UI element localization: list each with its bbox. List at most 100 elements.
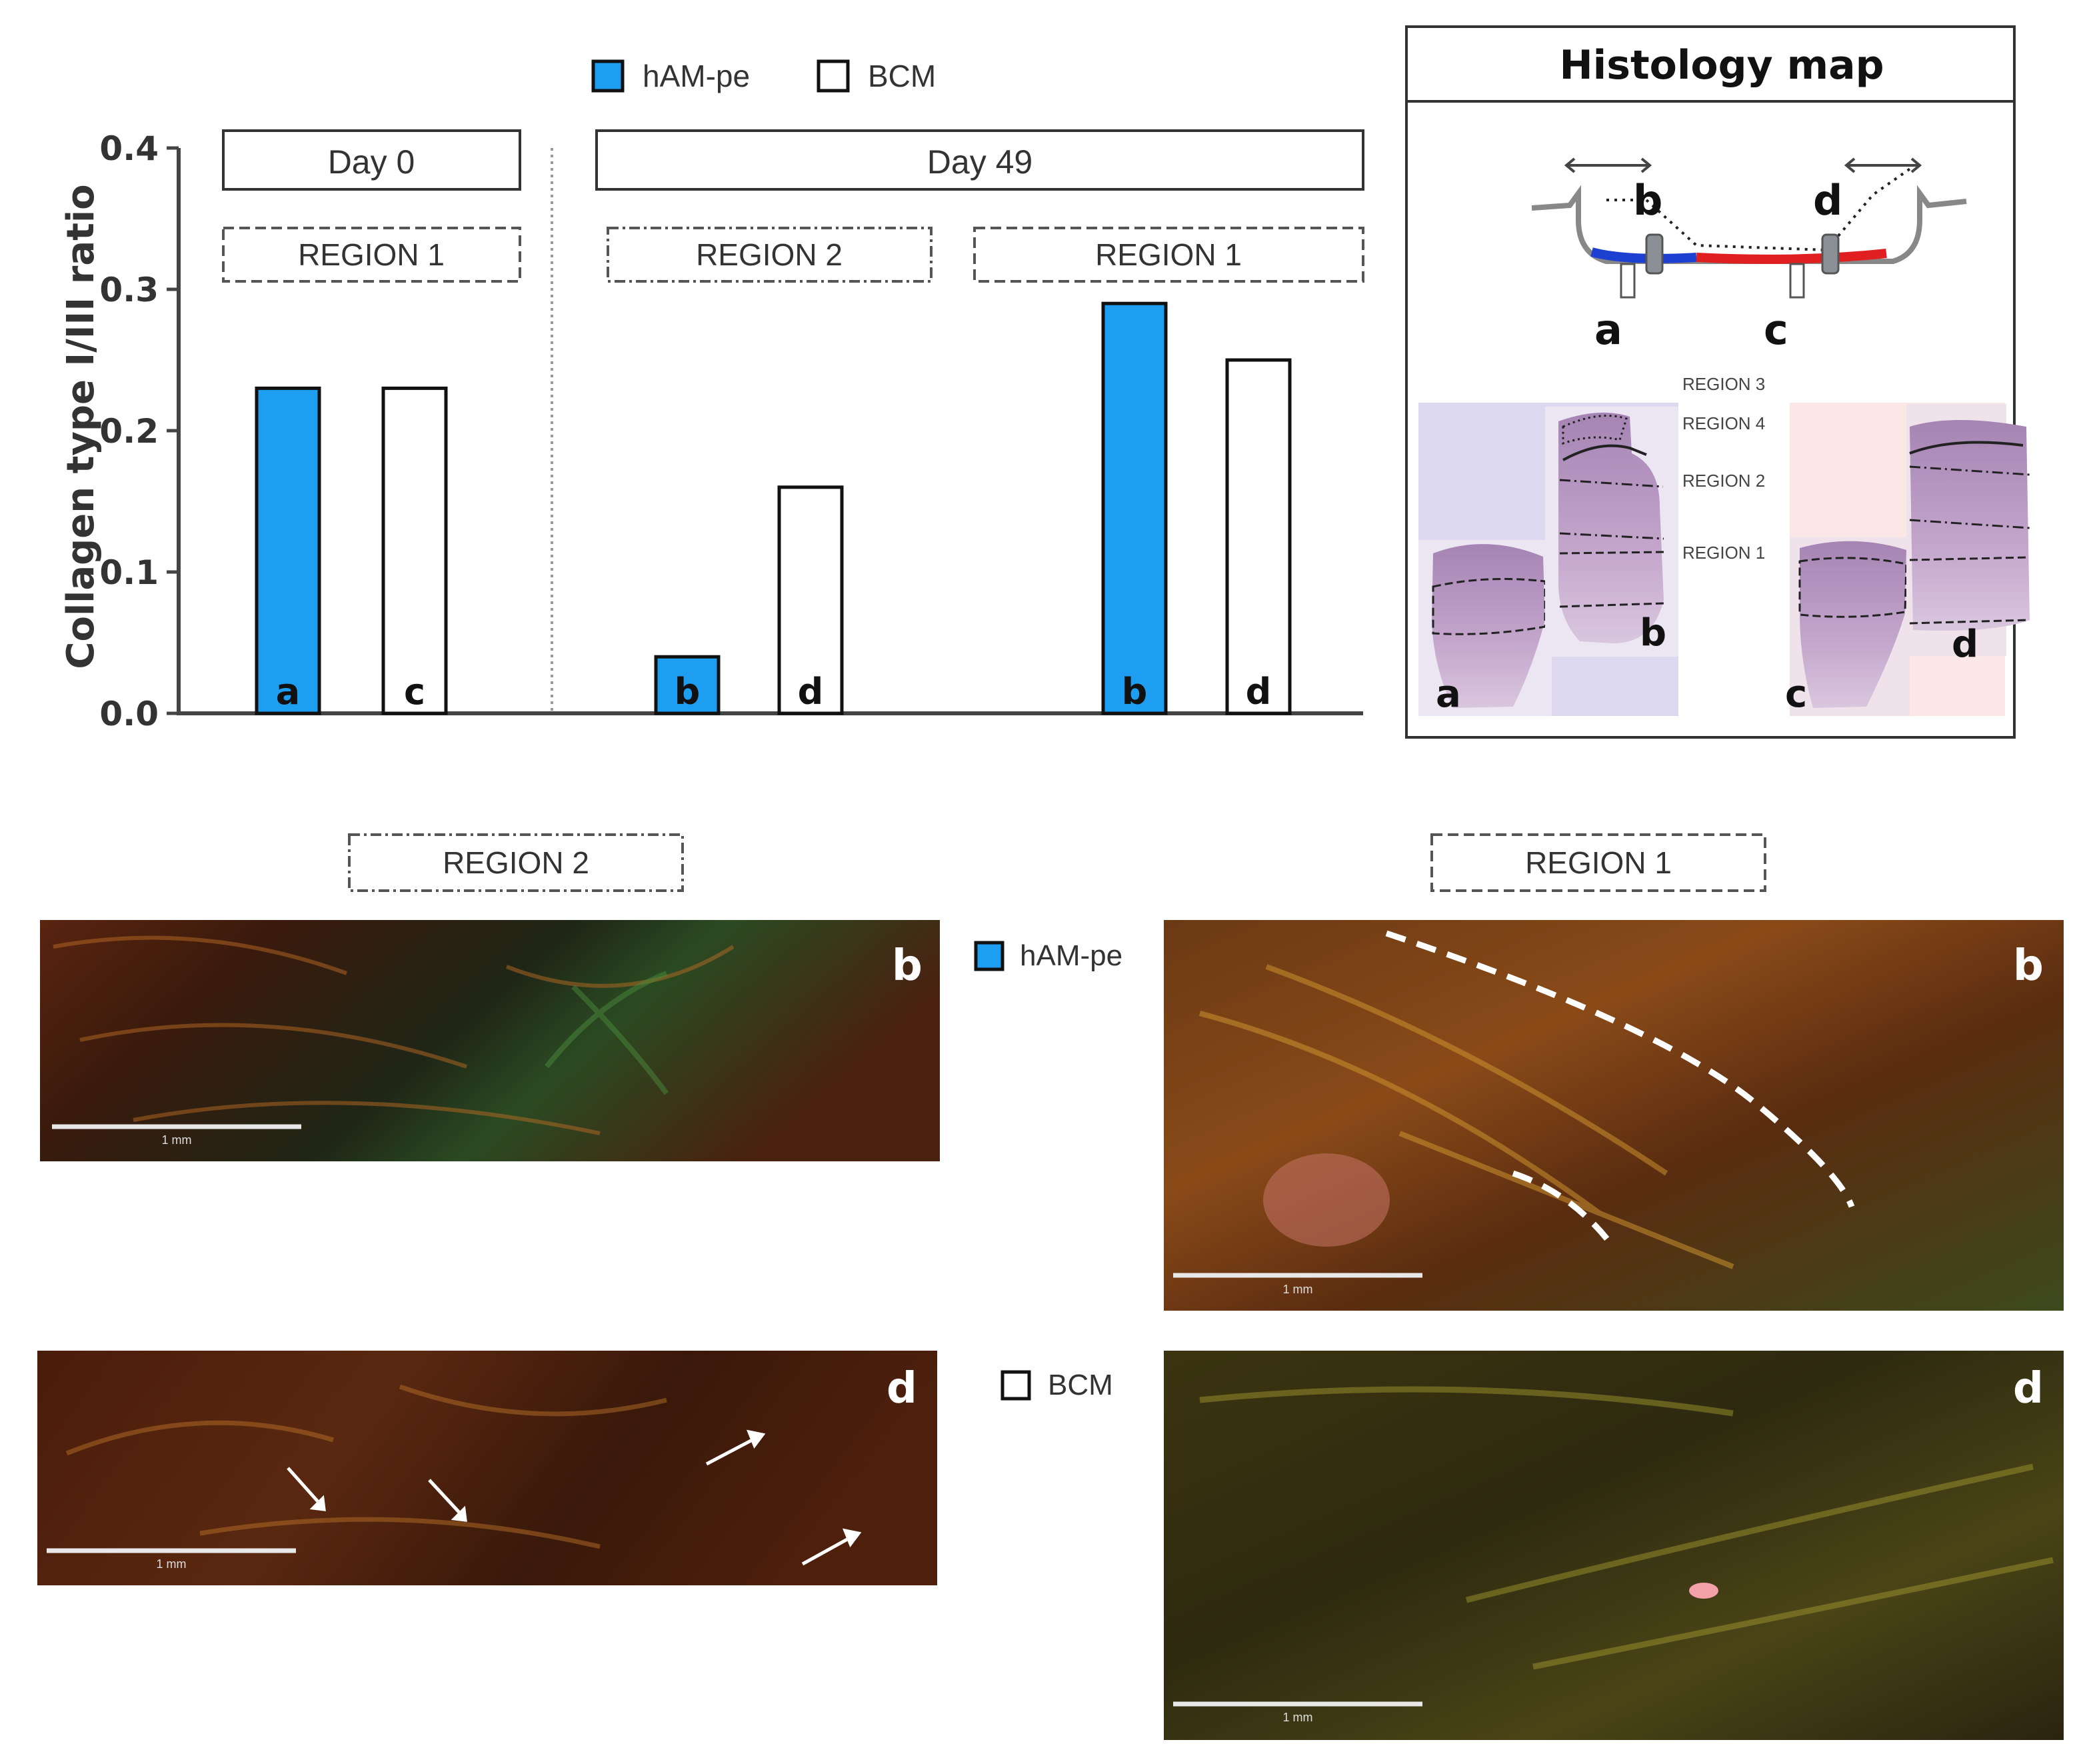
collagen-bar-chart: hAM-pe BCM Collagen type I/III ratio 0.0…: [59, 59, 1364, 733]
legend-swatch-bcm: [817, 59, 850, 93]
micro-legend-swatch-bcm: [1001, 1370, 1031, 1401]
tissue-section-d: [1910, 420, 2030, 631]
tissue-label-a: a: [1436, 673, 1461, 716]
pink-spot: [1689, 1583, 1718, 1599]
y-tick-label: 0.1: [99, 553, 159, 592]
scale-bar-label: 1 mm: [157, 1557, 187, 1571]
micrograph-b-region-2-image: [40, 920, 940, 1161]
schematic-label-d: d: [1813, 176, 1842, 225]
schematic-arrowhead-left-1: [1564, 157, 1576, 173]
micrograph-b-region-1: 1 mm b: [1164, 920, 2064, 1311]
tissue-sections: a b c d: [1418, 403, 2030, 716]
schematic-marker-b: [1645, 233, 1664, 275]
micro-region-2-label: REGION 2: [443, 845, 589, 880]
fiber-texture-green: [544, 971, 669, 1095]
bar-bcm-d: [1225, 358, 1292, 715]
scale-bar-label: 1 mm: [1283, 1283, 1313, 1296]
map-region-2-label: REGION 2: [1682, 471, 1765, 491]
arrows: [287, 1429, 862, 1566]
region-box-day0: [222, 227, 521, 283]
dashed-boundary-long: [1385, 930, 1855, 1208]
panel-label-d-region-1: d: [2013, 1364, 2044, 1413]
panel-label-b-region-2: b: [892, 941, 923, 991]
y-axis-label: Collagen type I/III ratio: [59, 184, 103, 669]
panel-label-d-region-2: d: [887, 1364, 917, 1413]
panel-label-b-region-1: b: [2013, 941, 2044, 991]
tissue-b-region2-outline: [1559, 479, 1664, 540]
schematic-dotted-line: [1606, 165, 1914, 252]
bar-label: d: [798, 671, 824, 713]
tissue-c-region-outline: [1798, 557, 1908, 618]
histology-map: Histology map b d a c: [1405, 25, 2030, 739]
schematic-label-a: a: [1594, 305, 1622, 354]
schematic-marker-c: [1789, 263, 1805, 299]
bar-label: d: [1246, 671, 1272, 713]
day-0-box: [222, 129, 521, 191]
schematic-marker-a: [1620, 263, 1636, 299]
fiber-texture: [1199, 1386, 2054, 1670]
legend-label-bcm: BCM: [868, 59, 936, 93]
micro-region-1-box: [1430, 833, 1766, 892]
bar-label: b: [675, 671, 701, 713]
map-region-3-label: REGION 3: [1682, 374, 1765, 394]
schematic-marker-d: [1821, 233, 1840, 275]
fiber-texture: [65, 1384, 667, 1549]
tissue-label-d: d: [1952, 623, 1978, 666]
schematic-red-segment: [1696, 249, 1887, 264]
region-box-day49-region1: [973, 227, 1364, 283]
bar-bcm-c: [381, 386, 448, 715]
schematic-arrowhead-right-1: [1844, 157, 1856, 173]
fiber-texture: [53, 935, 735, 1135]
schematic-label-b: b: [1633, 176, 1662, 225]
scale-bar-label: 1 mm: [1283, 1711, 1313, 1724]
scale-bar-label: 1 mm: [162, 1133, 192, 1147]
micrographs: REGION 2 REGION 1 hAM-pe BCM 1 mm b 1 mm…: [37, 833, 2064, 1740]
y-tick-label: 0.3: [99, 271, 159, 309]
y-tick-label: 0.4: [99, 129, 159, 168]
tissue-section-b: [1558, 412, 1664, 643]
tissue-label-b: b: [1640, 611, 1666, 655]
bar-ham-pe-b: [1101, 301, 1168, 715]
tissue-section-a: [1432, 544, 1545, 708]
histology-map-title: Histology map: [1559, 42, 1884, 89]
tissue-b-region-line: [1562, 444, 1647, 461]
pink-collagen-area: [1263, 1153, 1390, 1247]
fiber-texture: [1198, 964, 1734, 1269]
micrograph-d-region-1-image: [1164, 1351, 2064, 1740]
micrograph-d-region-1: 1 mm d: [1164, 1351, 2064, 1740]
schematic-blue-segment: [1590, 247, 1697, 263]
bar-label: a: [276, 671, 300, 713]
map-region-1-label: REGION 1: [1682, 543, 1765, 563]
schematic-arrowhead-left-2: [1640, 157, 1652, 173]
dashed-boundary-short: [1512, 1170, 1616, 1249]
day-49-box: [595, 129, 1364, 191]
bar-bcm-d: [777, 485, 844, 715]
region-box-day49-region2: [607, 227, 933, 283]
micrograph-b-region-2: 1 mm b: [40, 920, 940, 1161]
map-region-4-label: REGION 4: [1682, 413, 1765, 433]
tissue-d-region1-outline: [1909, 556, 2030, 625]
y-tick-label: 0.0: [99, 695, 159, 733]
schematic-label-c: c: [1764, 305, 1788, 354]
tissue-d-region-line: [1909, 441, 2024, 455]
y-axis-ticks: 0.0 0.1 0.2 0.3 0.4: [99, 129, 179, 733]
micro-region-2-box: [348, 833, 684, 892]
tissue-b-region4-outline: [1562, 415, 1628, 445]
region-label-day49-region1: REGION 1: [1095, 237, 1242, 272]
legend-label-ham-pe: hAM-pe: [643, 59, 750, 93]
region-label-day0: REGION 1: [298, 237, 445, 272]
schematic-arrowhead-right-2: [1910, 157, 1922, 173]
tissue-label-c: c: [1785, 673, 1807, 716]
micro-legend-label-bcm: BCM: [1048, 1369, 1113, 1401]
tissue-section-c: [1800, 541, 1906, 708]
micro-region-1-label: REGION 1: [1525, 845, 1672, 880]
micrograph-d-region-2-image: [37, 1351, 937, 1585]
micro-legend-label-ham-pe: hAM-pe: [1020, 939, 1122, 972]
y-tick-label: 0.2: [99, 412, 159, 451]
bar-label: b: [1122, 671, 1148, 713]
legend-swatch-ham-pe: [591, 59, 625, 93]
day-49-label: Day 49: [927, 143, 1033, 181]
bar-ham-pe-b: [654, 655, 721, 715]
